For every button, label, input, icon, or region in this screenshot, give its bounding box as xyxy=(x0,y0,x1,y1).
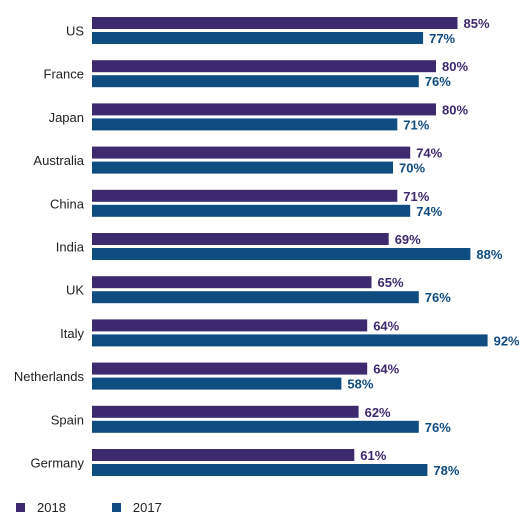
value-label-2018-italy: 64% xyxy=(373,318,399,333)
bar-2018-japan xyxy=(92,103,436,116)
value-label-2018-spain: 62% xyxy=(365,405,391,420)
category-group-us: US 85% 77% xyxy=(66,16,490,46)
bar-2018-uk xyxy=(92,276,372,289)
value-label-2018-germany: 61% xyxy=(360,448,386,463)
legend-label-2018: 2018 xyxy=(37,500,66,515)
value-label-2018-uk: 65% xyxy=(378,275,404,290)
value-label-2018-australia: 74% xyxy=(416,146,442,161)
bar-2018-china xyxy=(92,189,398,202)
legend-swatch-2017 xyxy=(111,503,121,512)
bar-2017-uk xyxy=(92,291,419,304)
category-group-germany: Germany 61% 78% xyxy=(31,448,460,478)
legend: 2018 2017 xyxy=(16,500,208,515)
legend-item-2018: 2018 xyxy=(16,500,66,515)
value-label-2018-japan: 80% xyxy=(442,102,468,117)
category-group-italy: Italy 64% 92% xyxy=(60,318,519,348)
bar-2017-france xyxy=(92,75,419,88)
category-group-australia: Australia 74%70% xyxy=(33,146,442,176)
category-group-netherlands: Netherlands 64%58% xyxy=(14,362,400,392)
value-label-2018-china: 71% xyxy=(403,189,429,204)
category-label-uk: UK xyxy=(66,283,84,298)
category-label-us: US xyxy=(66,24,84,39)
category-label-france: France xyxy=(44,67,84,82)
category-label-japan: Japan xyxy=(49,110,84,125)
value-label-2017-uk: 76% xyxy=(425,290,451,305)
bar-2017-japan xyxy=(92,118,398,131)
value-label-2017-italy: 92% xyxy=(494,333,519,348)
bar-2018-india xyxy=(92,233,389,245)
category-label-netherlands: Netherlands xyxy=(14,369,85,384)
category-label-italy: Italy xyxy=(60,326,84,341)
bar-2018-australia xyxy=(92,146,411,159)
category-group-uk: UK 65% 76% xyxy=(66,275,451,305)
category-label-germany: Germany xyxy=(31,456,85,471)
legend-swatch-2018 xyxy=(16,503,25,512)
bar-2018-us xyxy=(92,17,458,29)
bar-2018-france xyxy=(92,60,436,73)
legend-item-2017: 2017 xyxy=(111,500,162,515)
bar-2018-italy xyxy=(92,319,368,332)
bar-2018-netherlands xyxy=(92,362,368,375)
bar-2017-italy xyxy=(92,334,488,347)
bar-2017-india xyxy=(92,248,471,260)
bar-2017-spain xyxy=(92,420,419,433)
value-label-2018-france: 80% xyxy=(442,59,468,74)
value-label-2018-india: 69% xyxy=(395,232,421,247)
bar-2017-china xyxy=(92,204,411,217)
category-group-china: China 71%74% xyxy=(50,189,443,219)
value-label-2018-netherlands: 64% xyxy=(373,362,399,377)
value-label-2017-spain: 76% xyxy=(425,420,451,435)
category-label-china: China xyxy=(50,196,85,211)
bar-2017-australia xyxy=(92,161,393,174)
value-label-2017-france: 76% xyxy=(425,74,451,89)
category-label-spain: Spain xyxy=(51,412,84,427)
value-label-2018-us: 85% xyxy=(464,16,490,31)
category-group-japan: Japan 80% 71% xyxy=(49,102,469,132)
bar-2017-germany xyxy=(92,464,428,476)
value-label-2017-japan: 71% xyxy=(403,117,429,132)
category-group-france: France 80%76% xyxy=(44,59,469,89)
bar-2017-netherlands xyxy=(92,377,342,390)
legend-label-2017: 2017 xyxy=(132,500,162,515)
category-label-australia: Australia xyxy=(33,153,84,168)
bar-chart: US 85%77%France 80%76%Japan 80%71%Australia… xyxy=(14,16,519,478)
value-label-2017-netherlands: 58% xyxy=(347,377,373,392)
value-label-2017-australia: 70% xyxy=(399,161,425,176)
value-label-2017-germany: 78% xyxy=(433,463,459,478)
value-label-2017-india: 88% xyxy=(476,247,502,262)
category-group-india: India 69% 88% xyxy=(56,232,503,262)
value-label-2017-us: 77% xyxy=(429,31,455,46)
value-label-2017-china: 74% xyxy=(416,204,442,219)
category-group-spain: Spain 62% 76% xyxy=(51,405,452,435)
category-label-india: India xyxy=(56,240,85,255)
bar-2018-germany xyxy=(92,449,355,461)
bar-2018-spain xyxy=(92,405,359,418)
bar-2017-us xyxy=(92,32,424,44)
